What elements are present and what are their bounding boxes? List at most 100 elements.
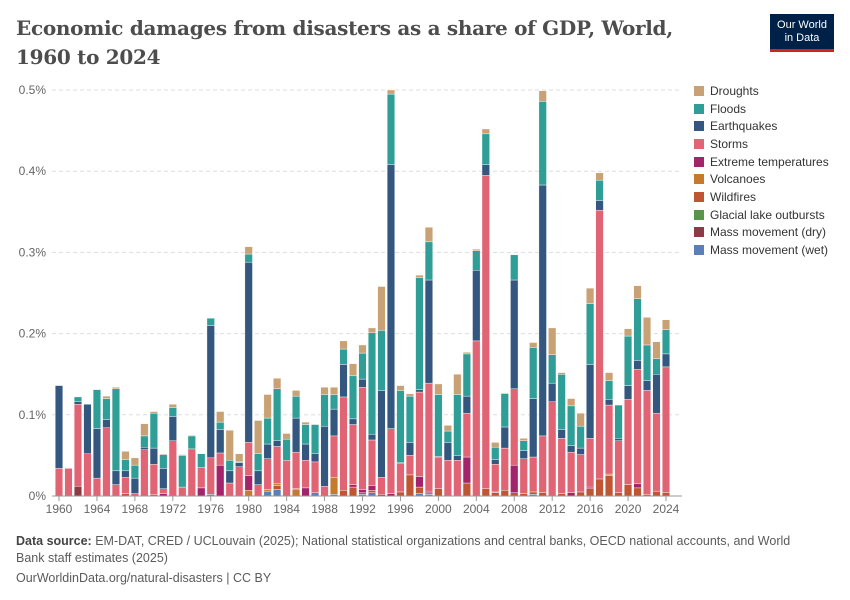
legend-item[interactable]: Volcanoes: [694, 170, 829, 188]
bar-segment-droughts[interactable]: [377, 286, 386, 331]
bar-segment-droughts[interactable]: [500, 392, 509, 394]
bar-segment-droughts[interactable]: [292, 390, 301, 397]
bar-segment-earthquakes[interactable]: [254, 470, 263, 485]
bar-segment-wildfires[interactable]: [434, 488, 443, 497]
bar-segment-storms[interactable]: [111, 484, 120, 497]
bar-segment-extreme-temperatures[interactable]: [586, 486, 595, 489]
legend-item[interactable]: Mass movement (wet): [694, 241, 829, 259]
bar-segment-storms[interactable]: [614, 440, 623, 493]
bar-segment-floods[interactable]: [443, 430, 452, 443]
bar-segment-storms[interactable]: [73, 404, 82, 487]
bar-segment-droughts[interactable]: [301, 421, 310, 425]
bar-segment-earthquakes[interactable]: [349, 418, 358, 425]
bar-segment-extreme-temperatures[interactable]: [216, 464, 225, 497]
bar-segment-floods[interactable]: [481, 133, 490, 165]
bar-segment-earthquakes[interactable]: [55, 385, 64, 469]
bar-segment-floods[interactable]: [102, 398, 111, 420]
bar-segment-droughts[interactable]: [557, 372, 566, 375]
bar-segment-earthquakes[interactable]: [206, 325, 215, 459]
bar-segment-droughts[interactable]: [652, 341, 661, 359]
bar-segment-storms[interactable]: [292, 451, 301, 489]
bar-segment-droughts[interactable]: [595, 172, 604, 181]
bar-segment-earthquakes[interactable]: [652, 374, 661, 414]
bar-segment-extreme-temperatures[interactable]: [367, 485, 376, 491]
legend-item[interactable]: Glacial lake outbursts: [694, 206, 829, 224]
bar-segment-wildfires[interactable]: [595, 478, 604, 497]
bar-segment-mass-movement-wet[interactable]: [263, 490, 272, 497]
bar-segment-earthquakes[interactable]: [443, 442, 452, 461]
bar-segment-floods[interactable]: [225, 460, 234, 472]
bar-segment-earthquakes[interactable]: [586, 364, 595, 439]
bar-segment-earthquakes[interactable]: [519, 450, 528, 459]
bar-segment-floods[interactable]: [216, 421, 225, 430]
bar-segment-storms[interactable]: [159, 488, 168, 494]
bar-segment-floods[interactable]: [73, 396, 82, 403]
bar-segment-storms[interactable]: [396, 463, 405, 493]
bar-segment-storms[interactable]: [491, 464, 500, 493]
bar-segment-wildfires[interactable]: [405, 474, 414, 497]
bar-segment-extreme-temperatures[interactable]: [415, 476, 424, 488]
bar-segment-floods[interactable]: [121, 459, 130, 472]
bar-segment-storms[interactable]: [434, 456, 443, 489]
bar-segment-floods[interactable]: [510, 254, 519, 281]
bar-segment-floods[interactable]: [187, 435, 196, 450]
bar-segment-extreme-temperatures[interactable]: [244, 475, 253, 491]
bar-segment-floods[interactable]: [643, 344, 652, 381]
bar-segment-wildfires[interactable]: [367, 490, 376, 493]
legend-item[interactable]: Wildfires: [694, 188, 829, 206]
bar-segment-volcanoes[interactable]: [330, 477, 339, 495]
bar-segment-storms[interactable]: [102, 427, 111, 497]
bar-segment-storms[interactable]: [320, 486, 329, 497]
bar-segment-storms[interactable]: [510, 388, 519, 466]
bar-segment-droughts[interactable]: [538, 90, 547, 102]
bar-segment-storms[interactable]: [55, 468, 64, 497]
bar-segment-floods[interactable]: [168, 407, 177, 417]
bar-segment-earthquakes[interactable]: [168, 416, 177, 441]
bar-segment-storms[interactable]: [216, 452, 225, 466]
bar-segment-storms[interactable]: [386, 428, 395, 494]
bar-segment-droughts[interactable]: [130, 457, 139, 466]
bar-segment-storms[interactable]: [567, 451, 576, 493]
bar-segment-storms[interactable]: [557, 438, 566, 494]
bar-segment-storms[interactable]: [595, 209, 604, 480]
bar-segment-floods[interactable]: [557, 374, 566, 430]
bar-segment-floods[interactable]: [538, 101, 547, 186]
footer-link[interactable]: OurWorldinData.org/natural-disasters | C…: [16, 571, 272, 585]
bar-segment-storms[interactable]: [405, 455, 414, 476]
bar-segment-droughts[interactable]: [567, 398, 576, 407]
bar-segment-floods[interactable]: [462, 353, 471, 397]
bar-segment-earthquakes[interactable]: [605, 399, 614, 406]
bar-segment-droughts[interactable]: [121, 451, 130, 460]
bar-segment-earthquakes[interactable]: [557, 429, 566, 439]
bar-segment-extreme-temperatures[interactable]: [462, 456, 471, 484]
bar-segment-floods[interactable]: [149, 412, 158, 449]
bar-segment-earthquakes[interactable]: [339, 364, 348, 398]
bar-segment-floods[interactable]: [178, 455, 187, 488]
bar-segment-wildfires[interactable]: [605, 475, 614, 497]
bar-segment-earthquakes[interactable]: [73, 401, 82, 405]
bar-segment-floods[interactable]: [159, 454, 168, 469]
bar-segment-wildfires[interactable]: [481, 488, 490, 497]
bar-segment-storms[interactable]: [349, 424, 358, 485]
bar-segment-earthquakes[interactable]: [595, 200, 604, 211]
bar-segment-earthquakes[interactable]: [491, 459, 500, 465]
bar-segment-earthquakes[interactable]: [529, 398, 538, 458]
legend-item[interactable]: Storms: [694, 135, 829, 153]
bar-segment-earthquakes[interactable]: [643, 380, 652, 391]
bar-segment-droughts[interactable]: [624, 328, 633, 337]
bar-segment-droughts[interactable]: [548, 327, 557, 355]
bar-segment-droughts[interactable]: [263, 394, 272, 419]
bar-segment-droughts[interactable]: [225, 430, 234, 461]
bar-segment-storms[interactable]: [462, 412, 471, 458]
bar-segment-floods[interactable]: [130, 464, 139, 479]
bar-segment-earthquakes[interactable]: [481, 164, 490, 176]
bar-segment-storms[interactable]: [168, 440, 177, 497]
bar-segment-earthquakes[interactable]: [538, 184, 547, 437]
bar-segment-droughts[interactable]: [424, 227, 433, 243]
bar-segment-floods[interactable]: [434, 394, 443, 457]
bar-segment-storms[interactable]: [481, 175, 490, 489]
bar-segment-wildfires[interactable]: [358, 492, 367, 495]
bar-segment-wildfires[interactable]: [624, 484, 633, 497]
bar-segment-floods[interactable]: [358, 352, 367, 380]
bar-segment-storms[interactable]: [244, 442, 253, 476]
